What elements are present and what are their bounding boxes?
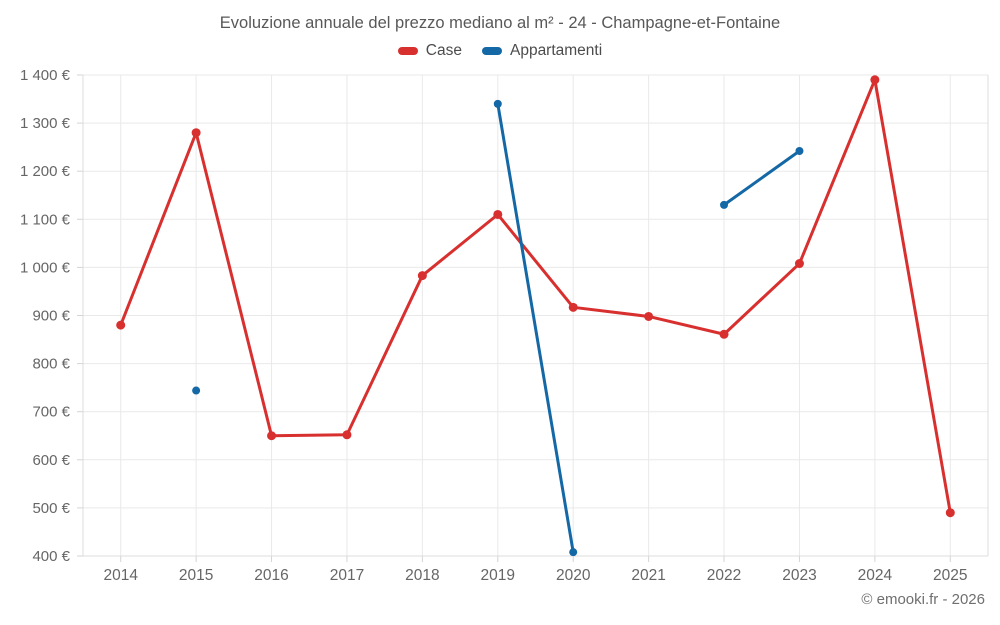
x-axis-tick-label: 2025	[933, 567, 967, 584]
y-axis-tick-label: 1 200 €	[20, 163, 71, 180]
data-point-appartamenti-2015[interactable]	[192, 386, 201, 395]
y-axis-tick-label: 500 €	[32, 500, 70, 517]
x-axis-tick-label: 2019	[481, 567, 515, 584]
legend-item-appartamenti[interactable]: Appartamenti	[481, 42, 603, 60]
data-point-case-2022[interactable]	[719, 329, 729, 339]
x-axis-tick-label: 2022	[707, 567, 741, 584]
data-point-case-2024[interactable]	[870, 75, 880, 85]
y-axis-tick-label: 600 €	[32, 452, 70, 469]
y-axis-tick-label: 1 000 €	[20, 259, 71, 276]
x-axis-tick-label: 2023	[782, 567, 816, 584]
data-point-case-2014[interactable]	[116, 320, 126, 330]
x-axis-tick-label: 2014	[103, 567, 138, 584]
series-line-appartamenti	[496, 102, 575, 554]
y-axis-tick-label: 900 €	[32, 308, 70, 325]
data-point-case-2021[interactable]	[644, 311, 654, 321]
appartamenti-legend-swatch-icon	[481, 47, 502, 55]
x-axis-tick-label: 2017	[330, 567, 364, 584]
y-axis-tick-label: 400 €	[32, 548, 70, 565]
data-point-case-2025[interactable]	[945, 508, 955, 518]
copyright-credit: © emooki.fr - 2026	[861, 591, 985, 608]
y-axis-tick-label: 1 100 €	[20, 211, 71, 228]
x-axis-tick-label: 2024	[858, 567, 893, 584]
case-legend-swatch-icon	[397, 47, 418, 55]
legend-item-case[interactable]: Case	[397, 42, 462, 60]
x-axis-tick-label: 2020	[556, 567, 591, 584]
chart-title: Evoluzione annuale del prezzo mediano al…	[219, 14, 781, 32]
data-point-case-2017[interactable]	[342, 430, 352, 440]
y-axis-tick-label: 1 400 €	[20, 67, 71, 84]
series-line-appartamenti	[722, 149, 801, 207]
data-point-case-2018[interactable]	[417, 271, 427, 281]
x-axis-tick-label: 2021	[631, 567, 665, 584]
data-point-case-2023[interactable]	[794, 259, 804, 269]
y-axis-tick-label: 800 €	[32, 356, 70, 373]
data-point-case-2020[interactable]	[568, 302, 578, 312]
chart-legend: Case Appartamenti	[0, 42, 1000, 60]
y-axis-tick-label: 700 €	[32, 404, 70, 421]
legend-label-appartamenti: Appartamenti	[509, 42, 603, 59]
data-point-appartamenti-2023[interactable]	[795, 146, 804, 155]
data-point-case-2015[interactable]	[191, 128, 201, 138]
y-axis-tick-label: 1 300 €	[20, 115, 71, 132]
series-line-case	[119, 78, 952, 515]
data-point-case-2019[interactable]	[493, 209, 503, 219]
x-axis-tick-label: 2016	[254, 567, 288, 584]
x-axis-tick-label: 2018	[405, 567, 439, 584]
data-point-appartamenti-2019[interactable]	[493, 99, 502, 108]
data-point-appartamenti-2022[interactable]	[720, 200, 729, 209]
data-point-appartamenti-2020[interactable]	[569, 548, 578, 557]
legend-label-case: Case	[425, 42, 462, 59]
data-point-case-2016[interactable]	[267, 431, 277, 441]
x-axis-tick-label: 2015	[179, 567, 213, 584]
